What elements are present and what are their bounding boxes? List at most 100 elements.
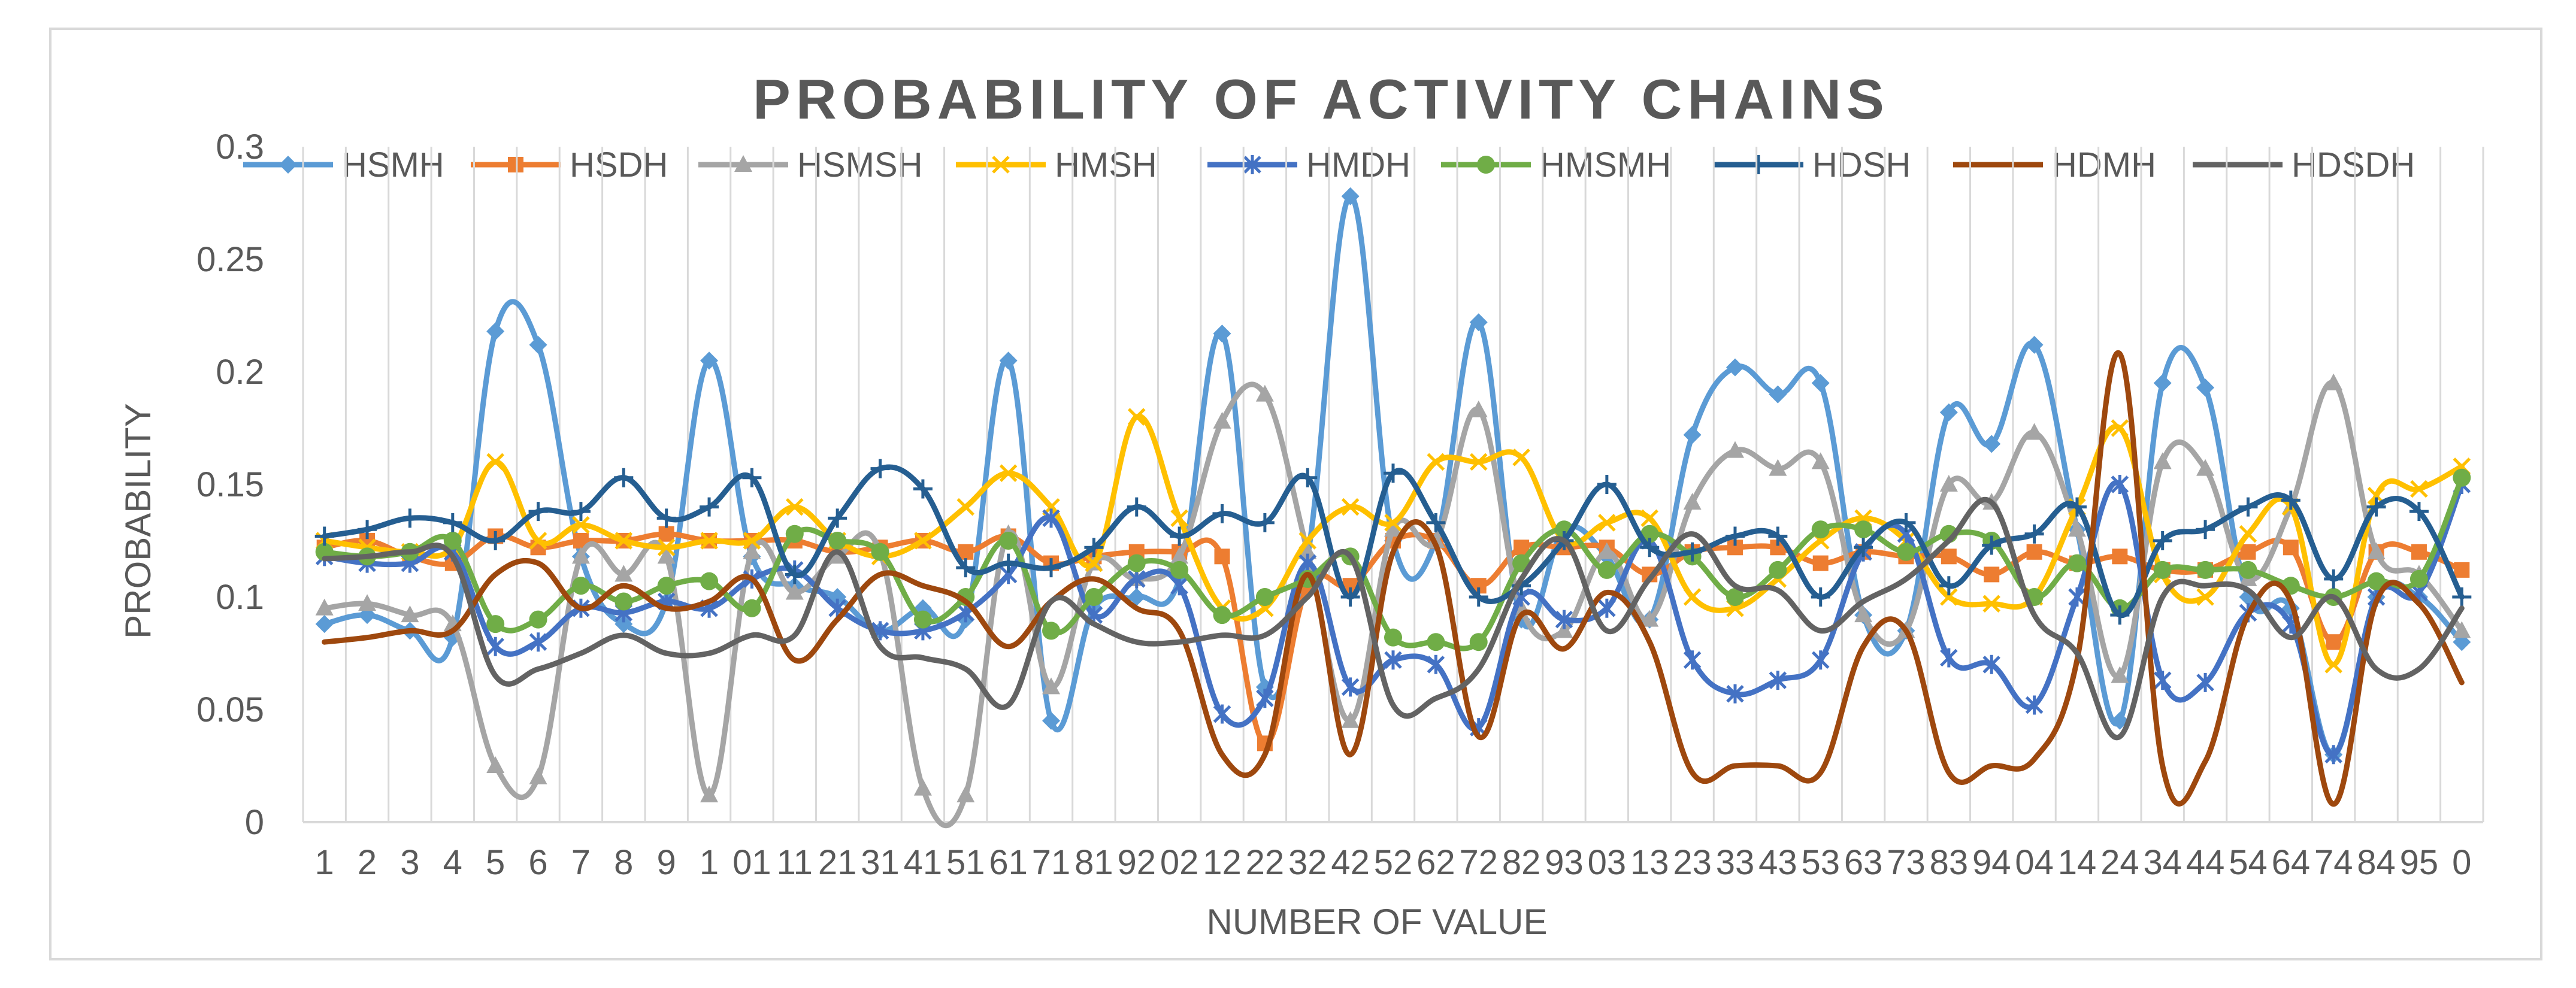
- series-hdsh-point: [1170, 526, 1189, 546]
- series-hsmsh-point: [2367, 542, 2386, 559]
- series-hmsmh-point: [1769, 560, 1787, 579]
- legend-hdsdh-label: HDSDH: [2292, 146, 2415, 184]
- legend-hsdh-label: HSDH: [570, 146, 668, 184]
- series-hdsh-point: [1854, 538, 1873, 557]
- series-hmsh-point: [1469, 453, 1488, 471]
- chart-title: PROBABILITY OF ACTIVITY CHAINS: [753, 68, 1890, 131]
- x-tick-label: 72: [1459, 843, 1498, 882]
- series-hmdh-point: [1127, 569, 1146, 589]
- series-hmdh-point: [2068, 587, 2086, 607]
- series-hmsmh-point: [1811, 520, 1830, 539]
- series-hdsh-point: [2409, 502, 2429, 522]
- legend-hsmsh-point: [734, 155, 752, 172]
- series-hmsmh-point: [1213, 606, 1231, 625]
- x-tick-label: 31: [861, 843, 900, 882]
- series-hmdh-point: [1042, 508, 1060, 528]
- series-hmsh-point: [1512, 448, 1530, 466]
- series-hsdh-point: [2112, 548, 2128, 565]
- series-hsmh-point: [999, 351, 1018, 370]
- series-hmsh-point: [1170, 509, 1188, 528]
- series-hmsh-point: [1298, 532, 1317, 550]
- series-hmsmh-point: [700, 572, 719, 590]
- x-tick-label: 94: [1972, 843, 2011, 882]
- series-hmsmh-point: [913, 610, 932, 629]
- series-hsdh-point: [1941, 548, 1957, 565]
- x-tick-label: 42: [1331, 843, 1370, 882]
- series-hdsh-point: [486, 531, 505, 550]
- x-tick-label: 82: [1502, 843, 1541, 882]
- series-hsmsh-point: [529, 767, 547, 784]
- series-hsmsh-point: [700, 785, 719, 802]
- series-hdsh-point: [1597, 475, 1617, 494]
- series-hsmsh-point: [571, 547, 590, 564]
- series-hsmsh-point: [956, 785, 975, 802]
- series-hmsh-point: [529, 532, 547, 550]
- legend-hmdh-point: [1243, 155, 1261, 174]
- series-hmsh-point: [2239, 525, 2257, 543]
- series-hsmsh-point: [1170, 547, 1189, 564]
- x-tick-label: 63: [1844, 843, 1883, 882]
- x-tick-label: 52: [1374, 843, 1413, 882]
- series-hdsh-point: [656, 508, 676, 528]
- series-hsmsh-point: [1597, 542, 1616, 559]
- y-tick-label: 0.3: [216, 128, 264, 166]
- series-hmsmh-point: [1170, 560, 1189, 579]
- x-tick-label: 93: [1545, 843, 1584, 882]
- series-hdsh-point: [1682, 542, 1702, 562]
- series-hdsh-point: [400, 508, 420, 528]
- series-hsmh-point: [1939, 403, 1958, 422]
- series-hdsh-point: [1982, 535, 2002, 555]
- x-axis-title: NUMBER OF VALUE: [1207, 902, 1548, 942]
- series-hsdh-point: [2240, 544, 2256, 560]
- series-hdsh-point: [742, 468, 762, 487]
- series-hsdh-point: [2326, 634, 2342, 650]
- series-hmsmh-point: [999, 532, 1018, 550]
- series-hmdh-point: [486, 637, 504, 656]
- series-hsmsh-point: [828, 547, 847, 564]
- series-hdmh-line: [322, 350, 2465, 807]
- line-chart: PROBABILITY OF ACTIVITY CHAINS HSMH HSDH H…: [118, 68, 2484, 942]
- series-hmsh-point: [1683, 588, 1702, 606]
- series-hmsh-point: [2196, 588, 2214, 606]
- y-tick-label: 0.25: [196, 240, 264, 279]
- series-hsmsh-point: [1939, 475, 1958, 492]
- series-hsmsh-point: [1555, 621, 1573, 638]
- series-hmsh-point: [572, 516, 590, 534]
- series-hdsh-point: [700, 497, 719, 517]
- legend-hsdh: HSDH: [471, 146, 668, 184]
- series-hdsh-point: [1640, 538, 1660, 557]
- legend-hmsh-label: HMSH: [1055, 146, 1157, 184]
- series-hsmh-point: [615, 615, 633, 634]
- series-hdsh-point: [571, 502, 591, 522]
- series-hdsh-point: [2067, 497, 2087, 517]
- series-hdsh-point: [1042, 558, 1061, 578]
- y-tick-label: 0.1: [216, 578, 264, 617]
- legend-hdsh: HDSH: [1714, 146, 1911, 184]
- series-hsmsh-point: [657, 547, 676, 564]
- series-hdsh-point: [1127, 497, 1146, 517]
- legend-hsdh-point: [508, 157, 523, 172]
- series-hdsh-point: [2196, 520, 2215, 540]
- series-hsdh-point: [1984, 566, 2000, 583]
- series-hmsmh-point: [1469, 633, 1488, 651]
- legend-hdmh-label: HDMH: [2052, 146, 2156, 184]
- series-hmsh-point: [1940, 588, 1958, 606]
- series-hmsh-point: [1982, 595, 2000, 613]
- series-hmsmh-point: [571, 577, 590, 595]
- series-hmsh-point: [2111, 419, 2129, 437]
- x-tick-label: 12: [1203, 843, 1242, 882]
- series-hsmsh-point: [1213, 411, 1231, 429]
- series-hsdh-point: [658, 526, 674, 542]
- series-hsmsh-point: [1042, 677, 1061, 695]
- series-hsmh-point: [1469, 313, 1488, 332]
- series-hdsh-point: [913, 479, 933, 499]
- series-hsmh-point: [1213, 325, 1231, 343]
- series-hmdh-point: [1598, 598, 1616, 618]
- legend-hmsh-point: [992, 156, 1010, 174]
- series-hmdh-point: [1555, 610, 1573, 629]
- series-hsdh-point: [1812, 555, 1829, 571]
- series-hmsh-point: [2324, 656, 2342, 674]
- legend-hdsh-point: [1749, 155, 1768, 174]
- series-hmsmh-point: [1897, 543, 1915, 561]
- x-tick-label: 23: [1673, 843, 1712, 882]
